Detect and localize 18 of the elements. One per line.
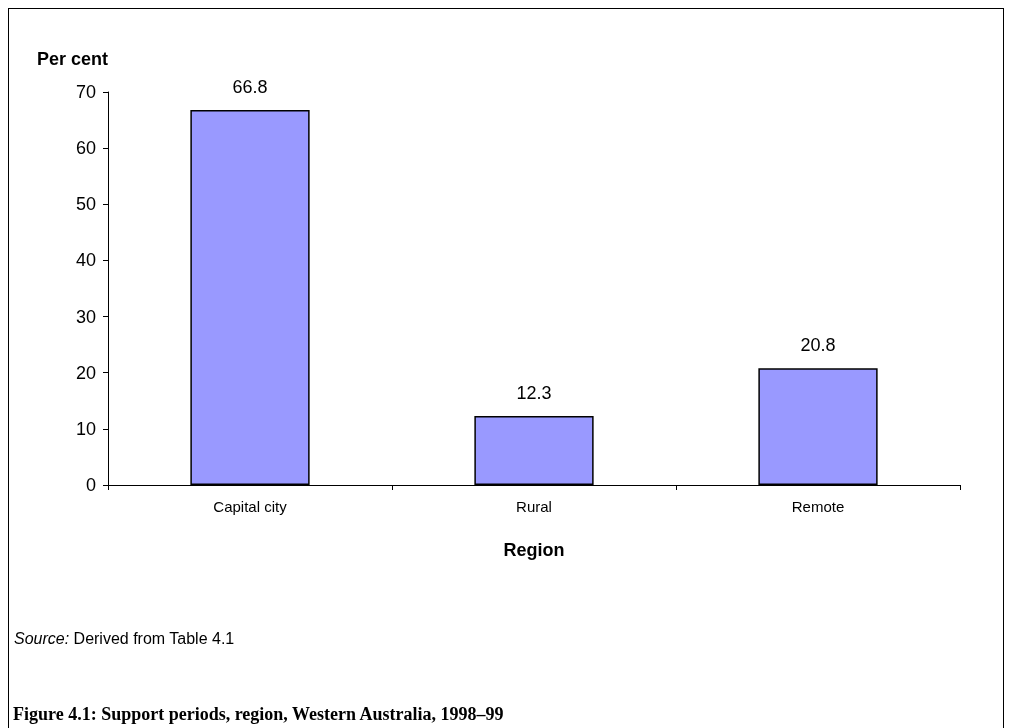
x-tick-label: Rural	[516, 498, 552, 515]
y-tick-label: 20	[75, 362, 96, 383]
data-label: 20.8	[800, 335, 836, 356]
y-tick-label: 60	[75, 138, 96, 159]
y-axis-title: Per cent	[36, 49, 108, 69]
y-tick-label: 50	[75, 194, 96, 215]
y-tick-label: 10	[75, 418, 96, 439]
source-note: Source: Derived from Table 4.1	[14, 629, 235, 647]
y-tick-label: 70	[75, 82, 96, 102]
x-tick-label: Remote	[791, 498, 845, 515]
text: Figure 4.1: Support periods, region, Western Australia, 1998–99	[13, 704, 504, 724]
data-label: 66.8	[232, 76, 268, 97]
x-axis-title: Region	[503, 540, 565, 560]
y-tick-label: 0	[85, 475, 96, 495]
y-tick-label: 30	[75, 306, 96, 327]
data-label: 12.3	[516, 382, 552, 403]
x-tick-label: Capital city	[213, 498, 288, 515]
y-tick-label: 40	[75, 250, 96, 271]
